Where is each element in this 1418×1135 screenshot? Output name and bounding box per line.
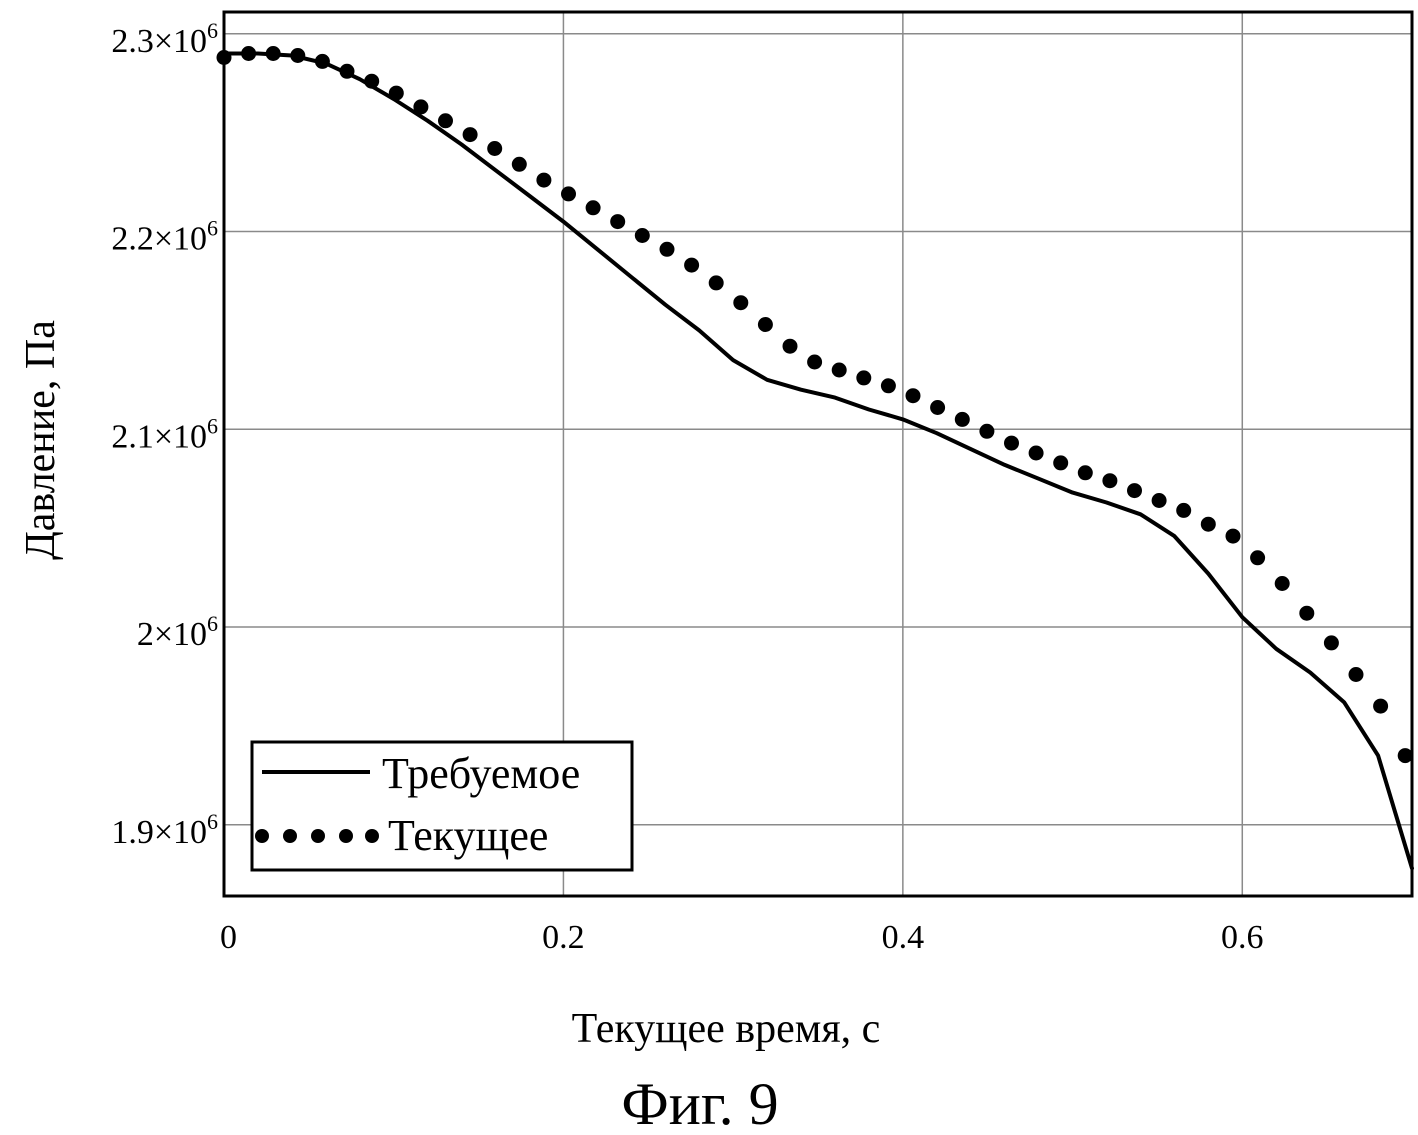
y-tick-label: 2.1×106 xyxy=(111,413,218,455)
data-point-current xyxy=(880,378,896,394)
x-axis-label: Текущее время, с xyxy=(572,1006,881,1052)
data-point-current xyxy=(1373,698,1389,714)
legend-label-current: Текущее xyxy=(388,811,548,860)
legend-box xyxy=(250,740,634,872)
data-point-current xyxy=(339,63,355,79)
y-tick-label: 2.2×106 xyxy=(111,216,218,258)
figure-caption: Фиг. 9 xyxy=(621,1071,778,1135)
legend: Требуемое Текущее xyxy=(250,740,634,872)
x-tick-label: 0.4 xyxy=(882,919,925,956)
data-point-current xyxy=(438,113,453,129)
data-point-current xyxy=(1176,502,1192,518)
data-point-current xyxy=(561,186,576,202)
data-point-current xyxy=(364,73,380,89)
data-point-current xyxy=(1250,550,1266,566)
data-point-current xyxy=(511,156,527,172)
data-point-current xyxy=(1200,516,1216,532)
data-point-current xyxy=(1274,576,1290,591)
data-point-current xyxy=(1299,605,1315,621)
data-point-current xyxy=(979,423,995,439)
data-point-current xyxy=(216,50,232,65)
data-point-current xyxy=(1397,748,1413,764)
x-tick-label: 0.2 xyxy=(542,919,585,956)
data-point-current xyxy=(413,99,429,115)
x-axis-ticks: 0 0.2 0.4 0.6 xyxy=(220,919,1264,956)
data-point-current xyxy=(684,257,700,273)
y-tick-label: 2.3×106 xyxy=(111,18,218,60)
data-point-current xyxy=(905,388,921,404)
data-point-current xyxy=(634,228,650,243)
data-point-current xyxy=(1348,667,1364,682)
data-point-current xyxy=(708,275,724,291)
y-tick-label: 1.9×106 xyxy=(111,809,218,851)
data-point-current xyxy=(610,214,626,230)
y-axis-label: Давление, Па xyxy=(18,320,64,560)
data-point-current xyxy=(954,411,970,427)
y-axis-ticks: 1.9×106 2×106 2.1×106 2.2×106 2.3×106 xyxy=(111,18,218,851)
data-point-current xyxy=(733,295,749,311)
data-point-current xyxy=(241,46,257,61)
data-point-current xyxy=(1127,483,1142,499)
data-point-current xyxy=(757,317,773,332)
legend-label-required: Требуемое xyxy=(382,749,580,798)
data-point-current xyxy=(388,85,404,101)
data-point-current xyxy=(1323,635,1339,651)
data-point-current xyxy=(930,400,946,415)
grid xyxy=(224,12,1412,896)
data-point-current xyxy=(462,127,478,143)
legend-swatch-dots xyxy=(255,829,379,843)
data-point-current xyxy=(1004,435,1019,451)
data-point-current xyxy=(807,354,823,370)
data-point-current xyxy=(536,172,552,188)
data-point-current xyxy=(782,338,798,354)
data-point-current xyxy=(1053,455,1069,471)
data-point-current xyxy=(1102,473,1118,489)
data-point-current xyxy=(290,48,306,63)
data-point-current xyxy=(487,141,503,156)
data-point-current xyxy=(856,370,872,386)
y-tick-label: 2×106 xyxy=(137,611,218,653)
data-point-current xyxy=(1225,528,1241,544)
data-point-current xyxy=(1028,445,1044,461)
data-point-current xyxy=(314,53,330,69)
data-point-current xyxy=(1151,493,1167,508)
series-line-required xyxy=(222,51,1414,871)
x-tick-label: 0.6 xyxy=(1221,919,1264,956)
data-point-current xyxy=(831,362,847,378)
data-point-current xyxy=(1077,465,1093,481)
series-layer xyxy=(216,46,1414,871)
plot-frame xyxy=(222,10,1414,898)
x-tick-label: 0 xyxy=(220,919,237,956)
data-point-current xyxy=(659,241,675,257)
data-point-current xyxy=(265,46,281,61)
data-point-current xyxy=(585,200,601,216)
